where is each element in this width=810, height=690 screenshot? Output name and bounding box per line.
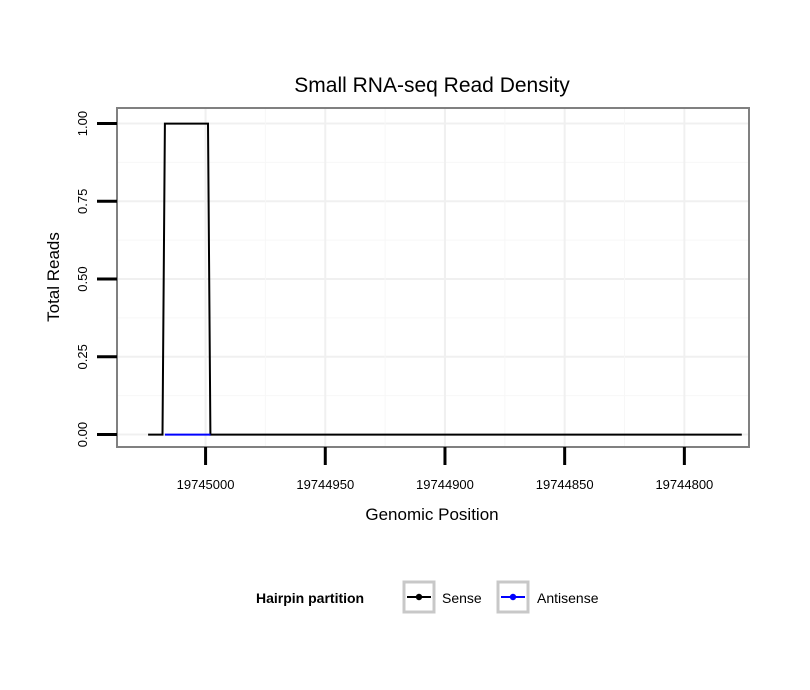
- series-line-sense: [148, 122, 742, 436]
- series-layer: [148, 122, 742, 436]
- x-tick-label: 19744850: [536, 477, 594, 492]
- y-tick-label: 0.25: [75, 344, 90, 369]
- y-tick-label: 0.00: [75, 422, 90, 447]
- y-tick-label: 0.75: [75, 189, 90, 214]
- legend-key-sense-point: [415, 593, 423, 601]
- legend-label-sense: Sense: [442, 590, 482, 606]
- legend: Hairpin partition Sense Antisense: [256, 580, 599, 614]
- x-tick-label: 19744900: [416, 477, 474, 492]
- x-axis: 19745000 19744950 19744900 19744850 19744800: [177, 447, 713, 492]
- plot-border: [116, 107, 750, 448]
- y-tick-label: 1.00: [75, 111, 90, 136]
- plot-panel: [117, 108, 749, 447]
- legend-key-antisense-point: [509, 593, 517, 601]
- x-tick-label: 19744800: [655, 477, 713, 492]
- x-tick-label: 19745000: [177, 477, 235, 492]
- grid-lines: [117, 108, 749, 447]
- x-tick-label: 19744950: [296, 477, 354, 492]
- y-axis-title: Total Reads: [44, 232, 63, 322]
- legend-label-antisense: Antisense: [537, 590, 599, 606]
- y-tick-label: 0.50: [75, 266, 90, 291]
- legend-title: Hairpin partition: [256, 590, 364, 606]
- y-axis: 0.00 0.25 0.50 0.75 1.00: [75, 111, 117, 447]
- chart-title: Small RNA-seq Read Density: [294, 74, 570, 97]
- x-axis-title: Genomic Position: [365, 505, 498, 524]
